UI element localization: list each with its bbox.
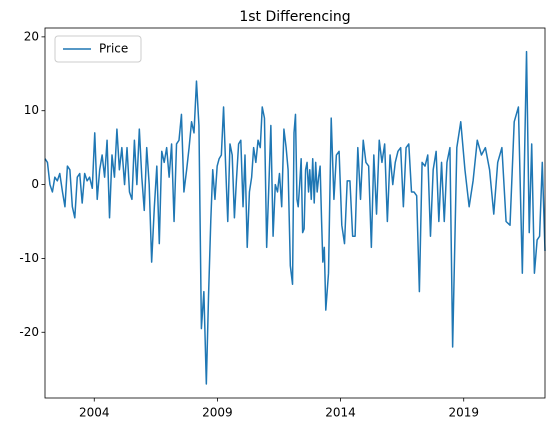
plot-frame [44, 27, 546, 399]
legend-label: Price [99, 42, 128, 56]
x-tick-label: 2009 [202, 406, 233, 420]
chart-title: 1st Differencing [239, 9, 350, 25]
y-tick-label: 20 [24, 29, 39, 43]
line-series [44, 50, 546, 385]
y-tick-label: -10 [19, 251, 39, 265]
x-tick-label: 2014 [325, 406, 356, 420]
legend-box [54, 35, 142, 63]
y-tick-label: 10 [24, 103, 39, 117]
x-tick-label: 2019 [448, 406, 479, 420]
x-tick-label: 2004 [79, 406, 110, 420]
y-tick-label: 0 [31, 177, 39, 191]
y-tick-label: -20 [19, 325, 39, 339]
